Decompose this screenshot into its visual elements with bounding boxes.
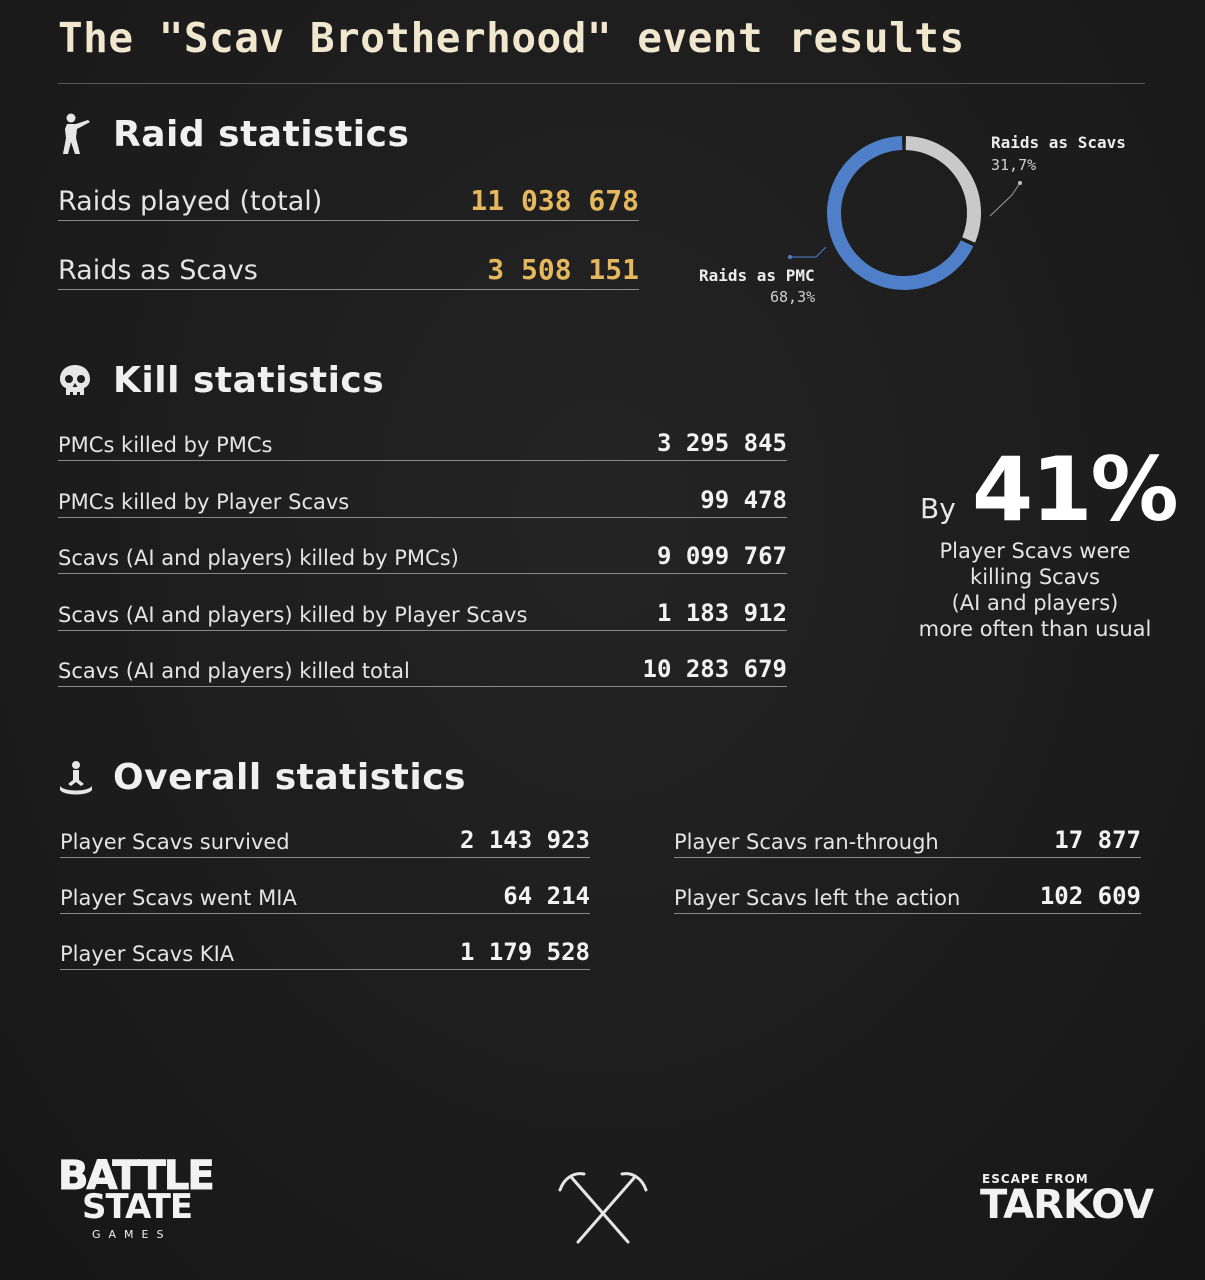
- donut-slice-scavs: [905, 136, 981, 243]
- slice-label-pmc: Raids as PMC: [699, 266, 815, 285]
- stat-row-mia: Player Scavs went MIA 64 214: [60, 873, 590, 914]
- skull-icon: [58, 364, 92, 400]
- stat-value: 1 179 528: [459, 938, 590, 966]
- battlestate-games-logo: BATTLE STATE GAMES: [58, 1156, 228, 1246]
- stat-label: Player Scavs ran-through: [674, 830, 939, 854]
- highlight-line: Player Scavs were: [939, 539, 1131, 563]
- slice-value-pmc: 68,3%: [770, 288, 816, 306]
- stat-label: PMCs killed by Player Scavs: [58, 490, 350, 514]
- stat-row-raids-total: Raids played (total) 11 038 678: [58, 178, 639, 221]
- stat-row-kia: Player Scavs KIA 1 179 528: [60, 929, 590, 970]
- stat-value: 99 478: [700, 486, 787, 514]
- eft-logo-line: ESCAPE FROM: [982, 1172, 1089, 1186]
- eft-logo-line: TARKOV: [980, 1182, 1154, 1228]
- stat-value: 64 214: [503, 882, 590, 910]
- stat-row-scavs-by-pmc: Scavs (AI and players) killed by PMCs) 9…: [58, 533, 787, 574]
- stat-label: PMCs killed by PMCs: [58, 433, 273, 457]
- slice-value-scavs: 31,7%: [991, 156, 1037, 174]
- stat-row-pmc-by-scavs: PMCs killed by Player Scavs 99 478: [58, 477, 787, 518]
- stat-label: Scavs (AI and players) killed by PMCs): [58, 546, 459, 570]
- stat-value: 3 508 151: [487, 253, 639, 286]
- stat-label: Player Scavs left the action: [674, 886, 961, 910]
- highlight-line: (AI and players): [951, 591, 1119, 615]
- highlight-line: more often than usual: [918, 617, 1152, 641]
- kill-section-title: Kill statistics: [113, 360, 385, 401]
- stat-row-scavs-total: Scavs (AI and players) killed total 10 2…: [58, 646, 787, 687]
- stat-value: 2 143 923: [459, 826, 590, 854]
- stat-value: 3 295 845: [656, 429, 787, 457]
- bsg-logo-line: BATTLE: [58, 1153, 216, 1199]
- page-title: The "Scav Brotherhood" event results: [58, 14, 965, 62]
- pmc-leader-line: [790, 246, 827, 258]
- stat-label: Raids as Scavs: [58, 255, 258, 286]
- stat-value: 102 609: [1039, 882, 1141, 910]
- stat-row-left-action: Player Scavs left the action 102 609: [674, 873, 1141, 914]
- scavs-leader-dot: [1018, 181, 1022, 185]
- stat-label: Scavs (AI and players) killed total: [58, 659, 410, 683]
- raid-section-title: Raid statistics: [113, 114, 410, 155]
- escape-from-tarkov-logo: ESCAPE FROM TARKOV: [980, 1172, 1154, 1232]
- bsg-logo-line: GAMES: [92, 1228, 172, 1241]
- scavs-leader-line: [989, 182, 1021, 217]
- stat-row-pmc-by-pmc: PMCs killed by PMCs 3 295 845: [58, 420, 787, 461]
- stat-row-scavs-by-scavs: Scavs (AI and players) killed by Player …: [58, 590, 787, 631]
- raids-donut-chart: [788, 136, 1022, 290]
- stat-value: 10 283 679: [642, 655, 788, 683]
- stat-label: Player Scavs survived: [60, 830, 290, 854]
- highlight-line: killing Scavs: [970, 565, 1100, 589]
- stat-row-ran-through: Player Scavs ran-through 17 877: [674, 817, 1141, 858]
- stat-label: Raids played (total): [58, 186, 323, 217]
- stat-row-survived: Player Scavs survived 2 143 923: [60, 817, 590, 858]
- highlight-percent: 41%: [972, 438, 1179, 541]
- overall-section-title: Overall statistics: [113, 757, 466, 798]
- stat-value: 9 099 767: [656, 542, 787, 570]
- bsg-logo-line: STATE: [82, 1187, 193, 1227]
- highlight-prefix: By: [920, 492, 956, 525]
- pmc-leader-dot: [788, 255, 792, 259]
- soldier-icon: [58, 112, 92, 156]
- crossed-pickaxes-icon: [556, 1168, 650, 1246]
- stat-label: Scavs (AI and players) killed by Player …: [58, 603, 528, 627]
- title-divider: [58, 83, 1145, 84]
- slice-label-scavs: Raids as Scavs: [991, 133, 1126, 152]
- donut-slice-pmc: [827, 136, 974, 290]
- stat-label: Player Scavs went MIA: [60, 886, 297, 910]
- stat-value: 1 183 912: [656, 599, 787, 627]
- stat-value: 17 877: [1054, 826, 1141, 854]
- stat-label: Player Scavs KIA: [60, 942, 235, 966]
- stat-value: 11 038 678: [470, 184, 639, 217]
- highlight-caption: Player Scavs were killing Scavs (AI and …: [900, 538, 1170, 642]
- survivor-icon: [58, 760, 94, 796]
- stat-row-raids-scavs: Raids as Scavs 3 508 151: [58, 247, 639, 290]
